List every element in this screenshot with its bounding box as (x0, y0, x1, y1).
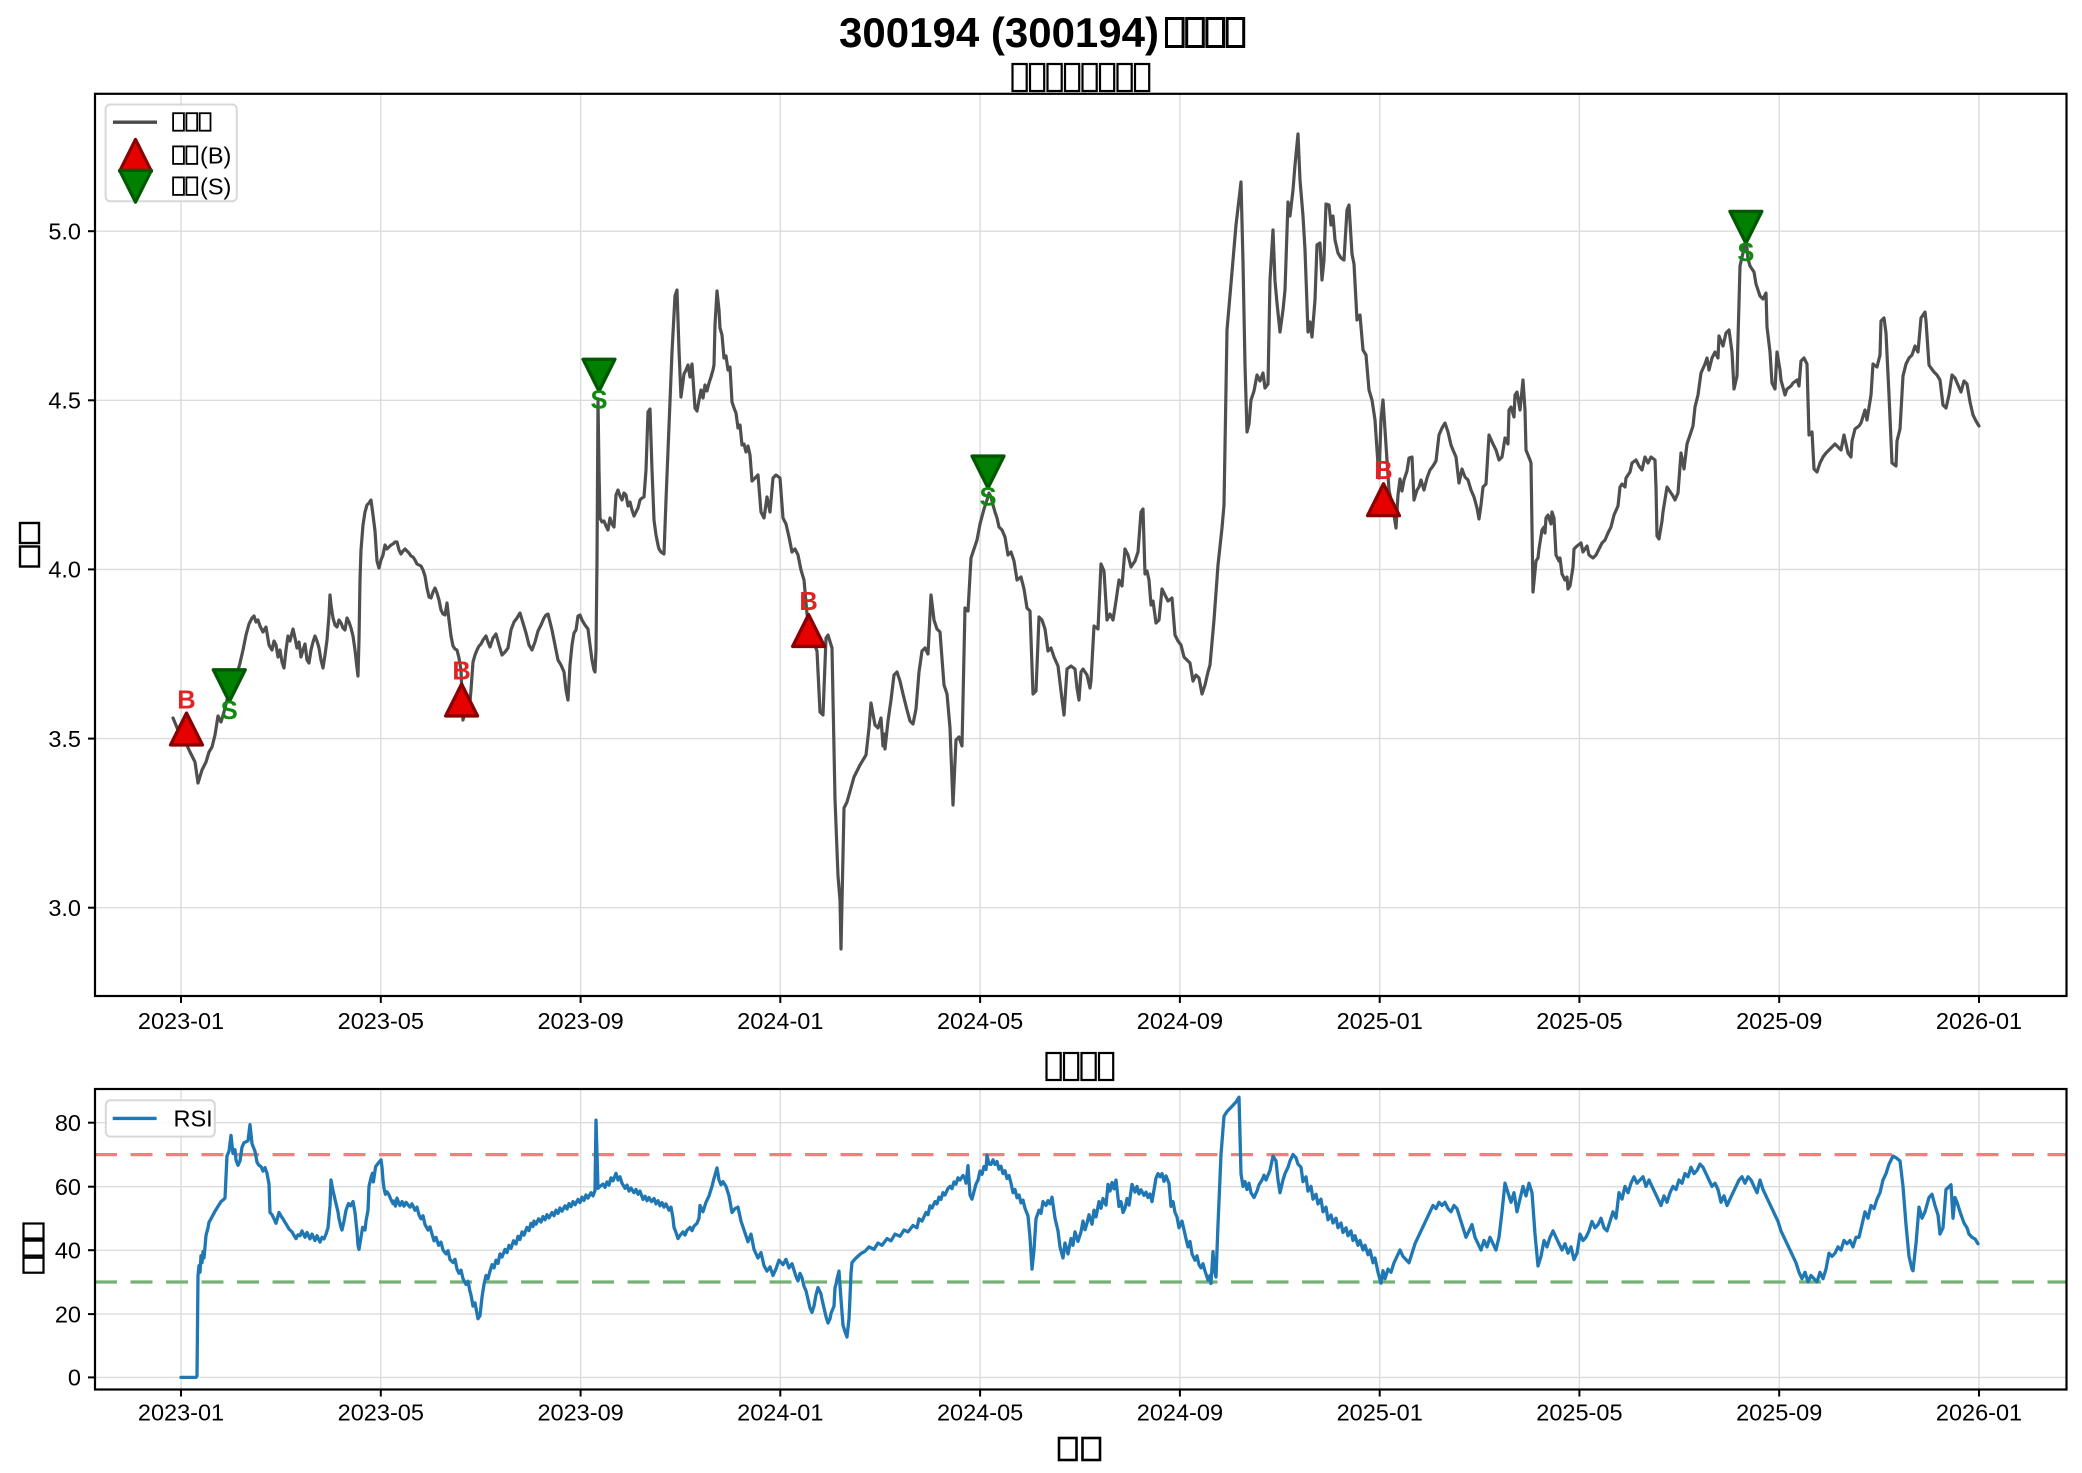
svg-text:2024-01: 2024-01 (737, 1400, 823, 1426)
svg-text:2023-09: 2023-09 (537, 1008, 623, 1034)
svg-text:20: 20 (55, 1301, 81, 1327)
svg-text:5.0: 5.0 (48, 218, 81, 244)
svg-text:2025-01: 2025-01 (1337, 1008, 1423, 1034)
svg-text:2023-05: 2023-05 (338, 1008, 424, 1034)
svg-text:2023-05: 2023-05 (338, 1400, 424, 1426)
svg-text:B: B (452, 658, 470, 686)
svg-text:3.0: 3.0 (48, 895, 81, 921)
svg-text:S: S (1737, 239, 1754, 267)
svg-text:2023-09: 2023-09 (537, 1400, 623, 1426)
svg-text:S: S (221, 697, 238, 725)
svg-text:2025-09: 2025-09 (1736, 1008, 1822, 1034)
svg-text:2025-01: 2025-01 (1337, 1400, 1423, 1426)
svg-text:2026-01: 2026-01 (1936, 1008, 2022, 1034)
svg-text:2024-09: 2024-09 (1137, 1008, 1223, 1034)
svg-text:2026-01: 2026-01 (1936, 1400, 2022, 1426)
svg-text:60: 60 (55, 1174, 81, 1200)
svg-text:(B): (B) (200, 142, 231, 168)
svg-text:3.5: 3.5 (48, 726, 81, 752)
svg-text:2024-01: 2024-01 (737, 1008, 823, 1034)
svg-text:2025-09: 2025-09 (1736, 1400, 1822, 1426)
svg-text:S: S (590, 387, 607, 415)
svg-text:2025-05: 2025-05 (1536, 1400, 1622, 1426)
svg-text:4.5: 4.5 (48, 388, 81, 414)
svg-text:2023-01: 2023-01 (138, 1008, 224, 1034)
svg-text:2023-01: 2023-01 (138, 1400, 224, 1426)
svg-text:RSI: RSI (174, 1106, 213, 1132)
svg-text:(S): (S) (200, 173, 231, 199)
svg-text:300194 (300194): 300194 (300194) (839, 9, 1159, 56)
svg-text:2024-05: 2024-05 (937, 1400, 1023, 1426)
svg-text:2025-05: 2025-05 (1536, 1008, 1622, 1034)
svg-text:S: S (979, 484, 996, 512)
svg-text:0: 0 (68, 1365, 81, 1391)
svg-text:4.0: 4.0 (48, 557, 81, 583)
svg-text:B: B (177, 687, 195, 715)
svg-text:2024-09: 2024-09 (1137, 1400, 1223, 1426)
svg-text:B: B (1374, 457, 1392, 485)
svg-text:B: B (799, 588, 817, 616)
svg-text:40: 40 (55, 1237, 81, 1263)
svg-text:2024-05: 2024-05 (937, 1008, 1023, 1034)
svg-text:80: 80 (55, 1110, 81, 1136)
